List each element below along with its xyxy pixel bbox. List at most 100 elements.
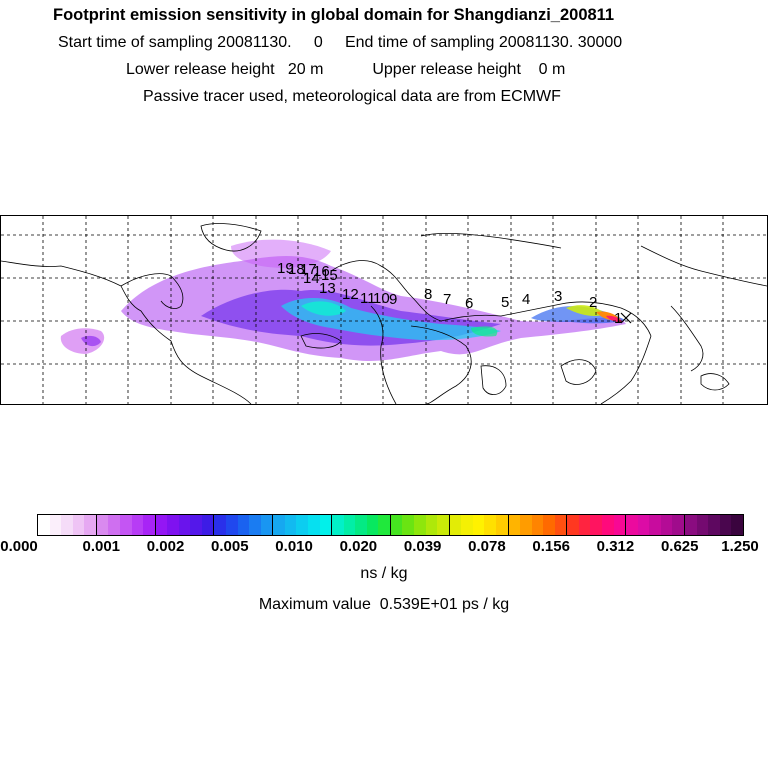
- day-label: 4: [522, 291, 530, 308]
- colorbar-tick-label: 0.010: [275, 538, 313, 555]
- colorbar-cell: [284, 515, 297, 535]
- colorbar-cell: [696, 515, 709, 535]
- colorbar-cell: [472, 515, 485, 535]
- day-label: 15: [321, 267, 338, 284]
- colorbar-cell: [637, 515, 650, 535]
- colorbar-cell: [190, 515, 202, 535]
- day-label: 5: [501, 294, 509, 311]
- colorbar-cell: [214, 515, 226, 535]
- colorbar-cell: [319, 515, 333, 535]
- colorbar-tick-label: 0.002: [146, 538, 185, 555]
- tracer-info-line: Passive tracer used, meteorological data…: [143, 88, 561, 105]
- colorbar-cell: [366, 515, 379, 535]
- colorbar-cell: [38, 515, 50, 535]
- colorbar-cell: [602, 515, 614, 535]
- colorbar-cell: [660, 515, 673, 535]
- colorbar-cell: [343, 515, 356, 535]
- day-label: 16: [313, 263, 330, 280]
- colorbar-tick-label: 0.001: [82, 538, 121, 555]
- colorbar-cell: [613, 515, 627, 535]
- sampling-time-line: Start time of sampling 20081130. 0 End t…: [58, 34, 623, 51]
- colorbar-cell: [672, 515, 685, 535]
- day-label: 12: [342, 286, 359, 303]
- colorbar-cell: [731, 515, 743, 535]
- day-label: 2: [589, 294, 597, 311]
- colorbar-cell: [708, 515, 720, 535]
- emission-sensitivity-map: 1 2 3 4 5 6 7 8 9 10 11 12 13 14 15 16 17 18 19: [0, 215, 768, 405]
- colorbar-cell: [201, 515, 215, 535]
- colorbar-cell: [449, 515, 462, 535]
- colorbar-cell: [684, 515, 697, 535]
- colorbar-cell: [237, 515, 250, 535]
- colorbar-cell: [155, 515, 168, 535]
- colorbar-tick-label: 0.039: [403, 538, 442, 555]
- colorbar-cell: [96, 515, 109, 535]
- colorbar-cell: [143, 515, 156, 535]
- colorbar-cell: [543, 515, 555, 535]
- colorbar-cell: [332, 515, 344, 535]
- colorbar-cell: [260, 515, 274, 535]
- colorbar-cell: [495, 515, 509, 535]
- colorbar-tick-label: 0.020: [339, 538, 378, 555]
- colorbar-cell: [249, 515, 261, 535]
- day-label: 8: [424, 286, 432, 303]
- colorbar-cell: [414, 515, 426, 535]
- colorbar-cell: [484, 515, 496, 535]
- colorbar-cell: [84, 515, 97, 535]
- colorbar-cell: [108, 515, 120, 535]
- day-label: 18: [288, 261, 305, 278]
- receptor-marker: [620, 312, 632, 324]
- colorbar-cell: [554, 515, 568, 535]
- day-label: 1: [614, 310, 622, 327]
- colorbar-tick-label: 0.312: [596, 538, 635, 555]
- colorbar-cell: [378, 515, 391, 535]
- day-label: 10: [373, 290, 390, 307]
- colorbar-tick-label: 1.250: [721, 538, 759, 555]
- colorbar-cell: [296, 515, 308, 535]
- colorbar-cell: [49, 515, 62, 535]
- colorbar-tick-label: 0.156: [532, 538, 570, 555]
- colorbar-cell: [355, 515, 367, 535]
- day-label: 11: [360, 290, 376, 307]
- colorbar-cell: [425, 515, 438, 535]
- day-label: 19: [277, 260, 294, 277]
- colorbar-cell: [119, 515, 132, 535]
- colorbar-cell: [719, 515, 732, 535]
- colorbar-cell: [178, 515, 191, 535]
- day-label: 3: [554, 288, 562, 305]
- colorbar-cell: [61, 515, 73, 535]
- colorbar-cell: [72, 515, 85, 535]
- colorbar-cell: [626, 515, 638, 535]
- colorbar-cell: [390, 515, 403, 535]
- colorbar-cell: [508, 515, 521, 535]
- colorbar-cell: [567, 515, 579, 535]
- colorbar-cell: [167, 515, 179, 535]
- colorbar-tick-label: 0.078: [468, 538, 506, 555]
- unit-label: ns / kg: [360, 565, 408, 582]
- day-label: 14: [303, 270, 320, 287]
- graticule: [1, 216, 767, 404]
- colorbar-cell: [649, 515, 661, 535]
- colorbar-cell: [461, 515, 473, 535]
- maximum-value-label: Maximum value 0.539E+01 ps / kg: [258, 596, 510, 613]
- colorbar-cell: [520, 515, 532, 535]
- colorbar-cell: [273, 515, 285, 535]
- day-label: 9: [389, 291, 397, 308]
- coastlines: [1, 223, 767, 404]
- colorbar-tick-label: 0.005: [211, 538, 249, 555]
- colorbar-cell: [226, 515, 238, 535]
- plot-title: Footprint emission sensitivity in global…: [53, 6, 615, 24]
- colorbar-cell: [578, 515, 591, 535]
- colorbar-cell: [402, 515, 414, 535]
- day-label: 17: [300, 261, 317, 278]
- colorbar-tick-label: 0.000: [0, 538, 38, 555]
- colorbar-cell: [590, 515, 602, 535]
- colorbar-cell: [437, 515, 450, 535]
- colorbar-cell: [307, 515, 320, 535]
- day-label: 13: [319, 280, 336, 297]
- colorbar-cell: [131, 515, 144, 535]
- colorbar-tick-label: 0.625: [660, 538, 699, 555]
- day-label: 7: [443, 291, 451, 308]
